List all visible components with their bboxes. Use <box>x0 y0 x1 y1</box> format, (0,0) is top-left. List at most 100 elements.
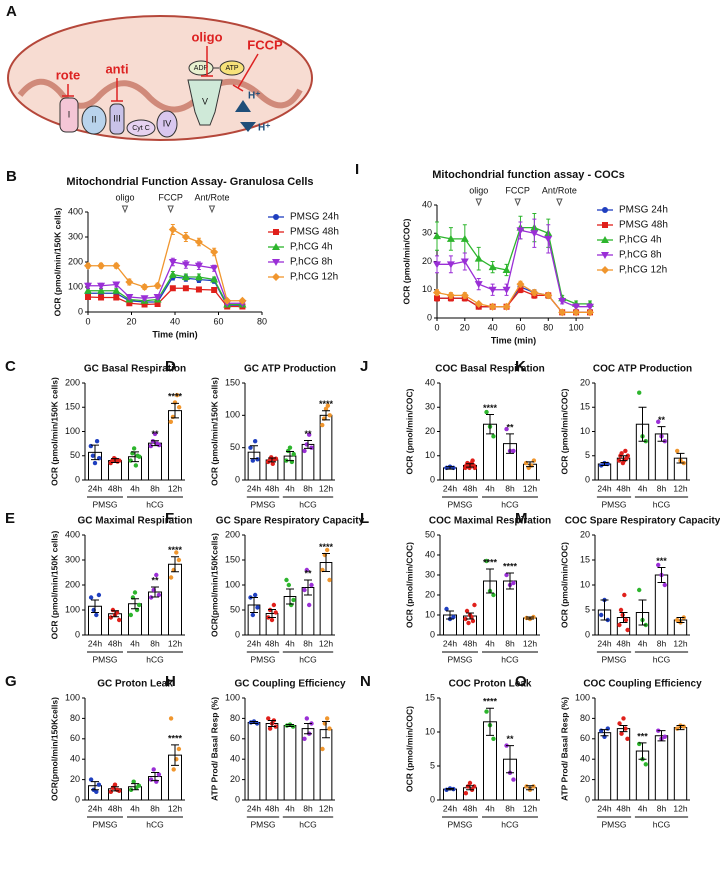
y-axis-label: OCR (pmol/min/COC) <box>404 542 414 628</box>
error-cap <box>111 786 119 792</box>
injection-label: oligo <box>469 185 488 195</box>
y-tick-label: 30 <box>425 402 435 412</box>
marker <box>153 281 162 290</box>
data-point <box>625 736 630 741</box>
complex <box>187 79 223 126</box>
x-tick-label: 12h <box>673 483 687 493</box>
x-tick-label: 12h <box>319 483 333 493</box>
y-tick-label: 50 <box>230 442 240 452</box>
marker <box>586 308 594 317</box>
data-point <box>621 716 626 721</box>
x-tick-label: 8h <box>303 483 313 493</box>
group-label: PMSG <box>92 499 117 509</box>
data-point <box>309 582 314 588</box>
x-tick-label: 8h <box>657 483 667 493</box>
chart-title: COC Spare Respiratory Capacity <box>565 516 720 527</box>
y-tick-label: 50 <box>230 604 240 614</box>
error-cap <box>486 568 494 594</box>
marker <box>113 294 120 301</box>
error-cap <box>676 725 685 731</box>
data-point <box>304 567 310 573</box>
panel-letter: O <box>515 673 527 690</box>
data-point <box>136 783 142 788</box>
data-point <box>252 592 258 598</box>
series-line <box>88 273 243 306</box>
chart-title: COC Maximal Respiration <box>429 516 551 527</box>
y-tick-label: 80 <box>70 713 80 723</box>
marker <box>433 232 441 240</box>
marker <box>84 286 92 294</box>
y-tick-label: 10 <box>422 284 432 294</box>
marker <box>516 227 525 235</box>
data-point <box>656 562 661 568</box>
x-tick-label: 40 <box>488 322 498 332</box>
marker <box>210 265 219 273</box>
y-tick-label: 10 <box>425 609 435 619</box>
marker <box>168 225 177 234</box>
y-axis-label: ATP Prod/ Basal Resp (%) <box>209 697 219 801</box>
significance: **** <box>168 733 183 743</box>
injection-label: Ant/Rote <box>542 185 577 195</box>
marker <box>97 261 106 270</box>
group-label: hCG <box>501 499 518 509</box>
substrate-label: ADP <box>194 65 209 72</box>
marker <box>97 282 106 290</box>
marker <box>194 238 203 246</box>
group-label: PMSG <box>447 819 472 829</box>
marker <box>125 294 134 301</box>
panel-letter: E <box>5 510 15 527</box>
legend-label: P,hCG 4h <box>290 242 333 253</box>
injection-label: Ant/Rote <box>194 192 229 202</box>
significance: ** <box>304 568 312 578</box>
error-cap <box>304 723 312 735</box>
y-tick-label: 5 <box>585 604 590 614</box>
y-tick-label: 200 <box>65 377 80 387</box>
error-cap <box>657 426 666 442</box>
data-point <box>128 612 134 618</box>
error-cap <box>676 617 685 623</box>
y-tick-label: 0 <box>235 474 240 484</box>
legend-label: P,hCG 4h <box>619 235 662 246</box>
x-tick-label: 0 <box>434 322 439 332</box>
data-point <box>625 627 630 633</box>
data-point <box>623 726 628 731</box>
y-tick-label: 80 <box>230 713 240 723</box>
x-tick-label: 8h <box>303 638 313 648</box>
data-point <box>605 726 610 731</box>
y-tick-label: 0 <box>235 794 240 804</box>
data-point <box>117 458 122 463</box>
marker <box>181 261 190 269</box>
error-cap <box>171 402 179 419</box>
bar <box>168 563 182 636</box>
y-tick-label: 400 <box>68 206 83 216</box>
data-point <box>504 572 509 578</box>
marker <box>140 295 149 303</box>
x-tick-label: 8h <box>505 638 515 648</box>
data-point <box>531 784 536 789</box>
x-tick-label: 4h <box>485 803 495 813</box>
data-point <box>170 414 176 420</box>
x-tick-label: 8h <box>150 803 160 813</box>
group-label: hCG <box>501 654 518 664</box>
data-point <box>96 592 102 598</box>
series-line <box>436 226 590 305</box>
marker <box>168 259 177 266</box>
error-cap <box>446 610 454 620</box>
y-tick-label: 20 <box>425 589 435 599</box>
panel-letter: M <box>515 510 528 527</box>
data-point <box>444 606 449 612</box>
significance: **** <box>483 403 498 413</box>
marker <box>195 286 202 293</box>
marker <box>488 302 497 311</box>
data-point <box>116 617 122 623</box>
error-cap <box>131 598 139 610</box>
y-tick-label: 15 <box>580 402 590 412</box>
marker <box>181 233 190 241</box>
significance: **** <box>483 557 498 567</box>
error-cap <box>600 462 609 466</box>
group-label: PMSG <box>601 654 626 664</box>
data-point <box>464 608 470 614</box>
data-point <box>491 434 496 439</box>
bar <box>265 723 279 801</box>
group-label: PMSG <box>250 819 275 829</box>
